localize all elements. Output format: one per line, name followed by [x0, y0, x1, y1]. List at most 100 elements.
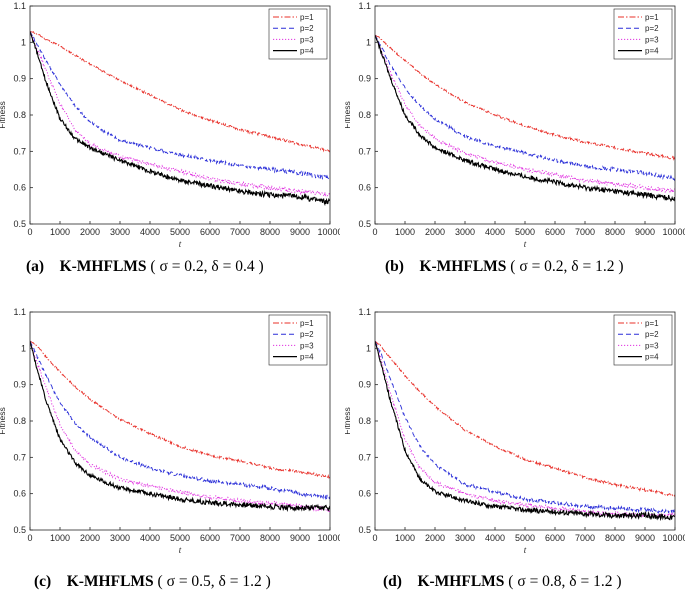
x-tick-label: 6000	[200, 533, 220, 543]
x-tick-label: 9000	[635, 533, 655, 543]
series-line-p4	[30, 340, 330, 513]
y-tick-label: 0.6	[13, 489, 26, 499]
y-tick-label: 0.7	[358, 452, 371, 462]
x-axis-label: t	[524, 545, 527, 555]
y-tick-label: 0.8	[358, 416, 371, 426]
x-tick-label: 6000	[545, 533, 565, 543]
legend-label: p=3	[645, 341, 659, 350]
caption-d: (d) K-MHFLMS ( σ = 0.8, δ = 1.2 )	[383, 573, 622, 591]
x-tick-label: 8000	[260, 533, 280, 543]
y-tick-label: 1	[366, 343, 371, 353]
y-axis-label: Fitness	[0, 407, 7, 434]
chart-panel-d: 0 1000 2000 3000 4000 5000 6000 7000 8000 9000 100…	[345, 306, 685, 558]
series-line-p1	[30, 340, 330, 480]
series-line-p3	[375, 340, 675, 519]
chart-panel-b: 0 1000 2000 3000 4000 5000 6000 7000 8000 9000 100…	[345, 0, 685, 252]
x-tick-label: 8000	[605, 227, 625, 237]
x-tick-label: 3000	[455, 533, 475, 543]
legend-label: p=2	[645, 330, 659, 339]
x-tick-label: 3000	[455, 227, 475, 237]
legend-label: p=2	[300, 330, 314, 339]
x-tick-label: 1000	[395, 533, 415, 543]
y-axis-label: Fitness	[345, 407, 352, 434]
y-tick-label: 0.7	[358, 146, 371, 156]
y-tick-label: 0.5	[13, 219, 26, 229]
x-tick-label: 3000	[110, 227, 130, 237]
x-tick-label: 0	[372, 533, 377, 543]
legend: p=1 p=2 p=3 p=4	[613, 314, 673, 366]
x-tick-label: 2000	[80, 533, 100, 543]
series-line-p4	[30, 31, 330, 207]
legend: p=1 p=2 p=3 p=4	[268, 314, 328, 366]
series-line-p2	[375, 340, 675, 515]
y-tick-label: 1.1	[358, 307, 371, 317]
y-tick-label: 0.9	[358, 380, 371, 390]
x-tick-label: 7000	[230, 227, 250, 237]
x-tick-label: 2000	[425, 227, 445, 237]
x-tick-label: 9000	[635, 227, 655, 237]
caption-label: (b)	[385, 258, 404, 275]
caption-method: K-MHFLMS	[417, 573, 505, 590]
y-tick-label: 0.5	[358, 219, 371, 229]
legend-label: p=3	[300, 35, 314, 44]
y-tick-label: 1.1	[13, 1, 26, 11]
x-tick-label: 1000	[395, 227, 415, 237]
legend-label: p=1	[645, 13, 659, 22]
caption-params: ( σ = 0.8, δ = 1.2 )	[508, 573, 622, 590]
x-tick-label: 3000	[110, 533, 130, 543]
y-tick-label: 0.6	[13, 183, 26, 193]
chart-svg: 0 1000 2000 3000 4000 5000 6000 7000 8000 9000 100…	[0, 307, 340, 555]
y-tick-label: 0.8	[13, 110, 26, 120]
x-tick-label: 6000	[200, 227, 220, 237]
y-axis-label: Fitness	[345, 101, 352, 128]
x-tick-label: 5000	[515, 533, 535, 543]
x-tick-label: 0	[27, 227, 32, 237]
x-tick-label: 6000	[545, 227, 565, 237]
y-tick-label: 1.1	[13, 307, 26, 317]
x-tick-label: 9000	[290, 533, 310, 543]
series-line-p1	[30, 31, 330, 153]
legend-label: p=1	[300, 319, 314, 328]
chart-panel-c: 0 1000 2000 3000 4000 5000 6000 7000 8000 9000 100…	[0, 306, 340, 558]
y-tick-label: 0.6	[358, 489, 371, 499]
y-tick-label: 0.7	[13, 452, 26, 462]
series-line-p3	[375, 34, 675, 194]
x-tick-label: 7000	[575, 227, 595, 237]
x-tick-label: 4000	[140, 533, 160, 543]
x-axis-label: t	[179, 545, 182, 555]
x-tick-label: 4000	[140, 227, 160, 237]
x-tick-label: 2000	[425, 533, 445, 543]
legend-label: p=3	[645, 35, 659, 44]
series-line-p4	[375, 340, 675, 522]
series-line-p3	[30, 31, 330, 198]
y-tick-label: 0.9	[13, 74, 26, 84]
y-axis-label: Fitness	[0, 101, 7, 128]
y-tick-label: 0.5	[358, 525, 371, 535]
y-tick-label: 1	[21, 37, 26, 47]
x-tick-label: 4000	[485, 533, 505, 543]
caption-params: ( σ = 0.5, δ = 1.2 )	[157, 573, 271, 590]
series-line-p2	[30, 31, 330, 181]
chart-svg: 0 1000 2000 3000 4000 5000 6000 7000 8000 9000 100…	[0, 1, 340, 249]
chart-panel-a: 0 1000 2000 3000 4000 5000 6000 7000 8000 9000 100…	[0, 0, 340, 252]
x-tick-label: 1000	[50, 533, 70, 543]
x-tick-label: 5000	[515, 227, 535, 237]
caption-method: K-MHFLMS	[59, 258, 147, 275]
caption-a: (a) K-MHFLMS ( σ = 0.2, δ = 0.4 )	[26, 258, 264, 276]
legend-label: p=1	[645, 319, 659, 328]
x-tick-label: 4000	[485, 227, 505, 237]
x-tick-label: 5000	[170, 533, 190, 543]
x-tick-label: 9000	[290, 227, 310, 237]
legend-label: p=4	[645, 47, 659, 56]
x-tick-label: 2000	[80, 227, 100, 237]
y-tick-label: 1	[366, 37, 371, 47]
caption-params: ( σ = 0.2, δ = 1.2 )	[510, 258, 624, 275]
x-tick-label: 7000	[575, 533, 595, 543]
legend: p=1 p=2 p=3 p=4	[268, 8, 328, 60]
legend-label: p=2	[645, 24, 659, 33]
legend-label: p=2	[300, 24, 314, 33]
